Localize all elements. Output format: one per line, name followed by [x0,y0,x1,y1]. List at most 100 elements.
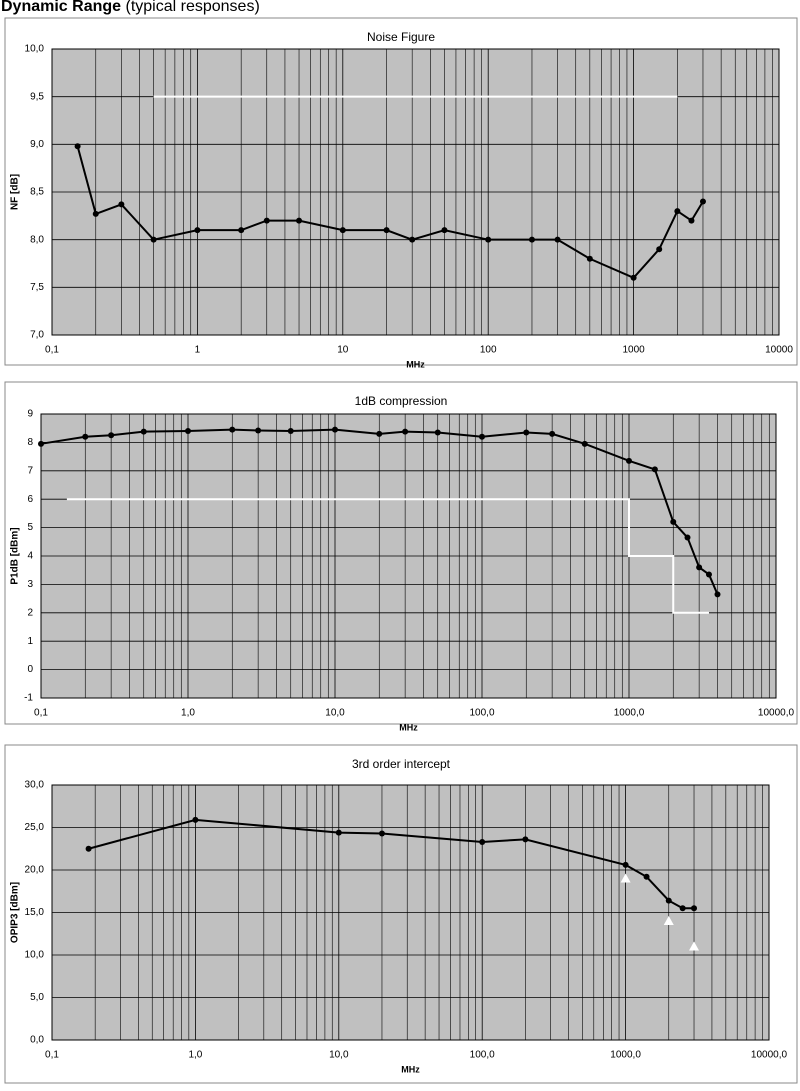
data-point [688,217,695,224]
page-title-rest: (typical responses) [126,0,260,15]
data-point [523,429,530,436]
y-tick-label: 10,0 [25,950,45,961]
y-tick-label: 20,0 [25,865,45,876]
data-point [229,426,236,433]
data-point [554,236,561,243]
page-title-bold: Dynamic Range [1,0,121,15]
y-tick-label: 5 [27,522,33,533]
x-tick-label: 100,0 [470,1050,495,1061]
y-tick-label: -1 [24,693,33,704]
data-point [665,897,672,904]
data-point [485,236,492,243]
y-tick-label: 3 [27,579,33,590]
series-line [66,498,709,614]
y-tick-label: 7,5 [30,282,44,293]
x-tick-label: 10,0 [329,1050,349,1061]
y-axis-label: NF [dB] [10,174,21,210]
plot-border [40,413,777,699]
data-point [656,246,663,253]
x-tick-label: 0,1 [45,1050,59,1061]
x-tick-label: 10000 [765,345,793,356]
x-tick-label: 1000,0 [614,708,645,719]
y-axis-label: OPIP3 [dBm] [10,882,21,943]
data-point [332,426,338,433]
data-point [691,905,698,912]
data-point [296,217,303,224]
y-axis-label: P1dB [dBm] [10,527,21,584]
data-point [705,571,712,578]
data-point [287,428,294,435]
y-tick-label: 8 [27,437,33,448]
x-tick-label: 100,0 [469,708,494,719]
x-tick-label: 10000,0 [751,1050,788,1061]
x-axis-label: MHz [406,359,425,369]
y-tick-label: 25,0 [25,822,45,833]
data-point [263,217,270,224]
data-point [622,861,629,868]
data-point [479,433,485,440]
data-point [689,941,700,951]
data-point [522,836,529,843]
x-tick-label: 0,1 [34,708,48,719]
y-tick-label: 0,0 [30,1035,44,1046]
data-point [679,905,686,912]
data-point [549,430,556,437]
data-point [434,429,441,436]
data-point [74,143,81,150]
data-point [192,816,199,823]
data-point [684,534,691,541]
data-point [620,873,631,883]
x-tick-label: 1 [195,345,201,356]
x-tick-label: 1000 [622,345,645,356]
data-point [140,428,147,435]
data-point [108,432,115,439]
data-point [378,830,385,837]
y-tick-label: 5,0 [30,992,44,1003]
page-title: Dynamic Range (typical responses) [1,0,260,15]
data-point [335,829,342,836]
data-point [663,916,674,925]
data-point [402,428,409,435]
x-tick-label: 1000,0 [610,1050,641,1061]
chart-title: Noise Figure [367,30,435,44]
x-axis-label: MHz [399,722,418,732]
data-point [92,210,99,217]
x-tick-label: 1,0 [181,708,195,719]
data-point [643,873,650,880]
x-tick-label: 10,0 [325,708,345,719]
x-axis-label: MHz [401,1064,420,1074]
y-tick-label: 8,0 [30,234,44,245]
data-point [85,845,92,852]
y-tick-label: 1 [27,636,33,647]
y-tick-label: 7,0 [30,330,44,341]
data-point [38,440,44,447]
data-point [339,227,346,234]
data-point [651,466,658,473]
plot-border [51,48,780,336]
data-point [185,428,191,435]
data-point [630,274,637,281]
data-point [376,430,383,437]
y-tick-label: 9,5 [30,91,44,102]
y-tick-label: 6 [27,494,33,505]
x-tick-label: 0,1 [45,345,59,356]
data-point [82,433,89,440]
data-point [118,201,125,208]
data-point [441,227,448,234]
x-tick-label: 10000,0 [758,708,795,719]
data-point [238,227,245,234]
data-point [528,236,535,243]
data-point [255,427,262,434]
data-point [150,236,157,243]
data-point [670,518,677,525]
chart-title: 1dB compression [355,394,448,408]
y-tick-label: 7 [27,465,33,476]
data-point [479,838,486,845]
data-point [696,564,703,571]
data-point [194,227,201,234]
y-tick-label: 9 [27,409,33,420]
x-tick-label: 100 [480,345,497,356]
y-tick-label: 4 [27,551,33,562]
